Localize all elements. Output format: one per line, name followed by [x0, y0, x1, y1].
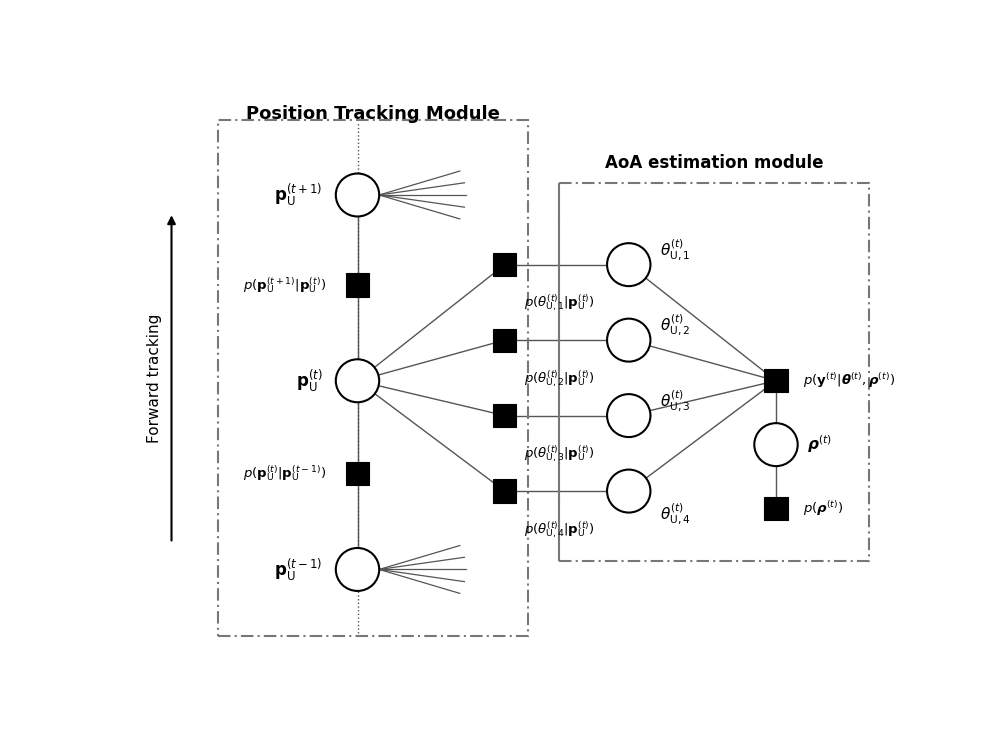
Text: $p(\boldsymbol{\rho}^{(t)})$: $p(\boldsymbol{\rho}^{(t)})$	[803, 499, 844, 518]
Ellipse shape	[336, 360, 379, 402]
Text: $\mathbf{p}_{\mathrm{U}}^{(t)}$: $\mathbf{p}_{\mathrm{U}}^{(t)}$	[296, 367, 323, 394]
Text: Forward tracking: Forward tracking	[147, 313, 162, 443]
Text: $p(\theta_{\mathrm{U},3}^{(t)}|\mathbf{p}_{\mathrm{U}}^{(t)})$: $p(\theta_{\mathrm{U},3}^{(t)}|\mathbf{p…	[524, 443, 595, 464]
Ellipse shape	[607, 319, 650, 362]
Ellipse shape	[754, 423, 798, 466]
Text: $\theta_{\mathrm{U},1}^{(t)}$: $\theta_{\mathrm{U},1}^{(t)}$	[660, 238, 690, 263]
Bar	[559, 183, 869, 561]
Text: $\boldsymbol{\rho}^{(t)}$: $\boldsymbol{\rho}^{(t)}$	[807, 434, 832, 455]
Bar	[218, 120, 528, 636]
Ellipse shape	[336, 173, 379, 216]
Bar	[346, 274, 369, 296]
Text: $\theta_{\mathrm{U},2}^{(t)}$: $\theta_{\mathrm{U},2}^{(t)}$	[660, 313, 690, 339]
Text: $p(\theta_{\mathrm{U},2}^{(t)}|\mathbf{p}_{\mathrm{U}}^{(t)})$: $p(\theta_{\mathrm{U},2}^{(t)}|\mathbf{p…	[524, 368, 595, 389]
Text: $p(\mathbf{y}^{(t)}|\boldsymbol{\theta}^{(t)}, \boldsymbol{\rho}^{(t)})$: $p(\mathbf{y}^{(t)}|\boldsymbol{\theta}^…	[803, 371, 895, 391]
Text: $\theta_{\mathrm{U},4}^{(t)}$: $\theta_{\mathrm{U},4}^{(t)}$	[660, 501, 690, 527]
Bar	[493, 404, 516, 428]
Bar	[764, 369, 788, 392]
Bar	[764, 497, 788, 520]
Ellipse shape	[336, 548, 379, 591]
Text: $p(\mathbf{p}_{\mathrm{U}}^{(t)}|\mathbf{p}_{\mathrm{U}}^{(t-1)})$: $p(\mathbf{p}_{\mathrm{U}}^{(t)}|\mathbf…	[243, 464, 326, 483]
Text: $p(\theta_{\mathrm{U},4}^{(t)}|\mathbf{p}_{\mathrm{U}}^{(t)})$: $p(\theta_{\mathrm{U},4}^{(t)}|\mathbf{p…	[524, 519, 595, 540]
Text: $\theta_{\mathrm{U},3}^{(t)}$: $\theta_{\mathrm{U},3}^{(t)}$	[660, 388, 690, 414]
Bar	[493, 329, 516, 352]
Bar	[346, 462, 369, 486]
Text: $p(\theta_{\mathrm{U},1}^{(t)}|\mathbf{p}_{\mathrm{U}}^{(t)})$: $p(\theta_{\mathrm{U},1}^{(t)}|\mathbf{p…	[524, 293, 595, 314]
Bar	[493, 480, 516, 503]
Text: Position Tracking Module: Position Tracking Module	[246, 105, 500, 123]
Text: $p(\mathbf{p}_{\mathrm{U}}^{(t+1)}|\mathbf{p}_{\mathrm{U}}^{(t)})$: $p(\mathbf{p}_{\mathrm{U}}^{(t+1)}|\math…	[243, 275, 326, 295]
Ellipse shape	[607, 244, 650, 286]
Ellipse shape	[607, 394, 650, 437]
Text: AoA estimation module: AoA estimation module	[605, 154, 823, 172]
Text: $\mathbf{p}_{\mathrm{U}}^{(t-1)}$: $\mathbf{p}_{\mathrm{U}}^{(t-1)}$	[274, 556, 323, 583]
Bar	[493, 253, 516, 276]
Text: $\mathbf{p}_{\mathrm{U}}^{(t+1)}$: $\mathbf{p}_{\mathrm{U}}^{(t+1)}$	[274, 182, 323, 208]
Ellipse shape	[607, 470, 650, 513]
